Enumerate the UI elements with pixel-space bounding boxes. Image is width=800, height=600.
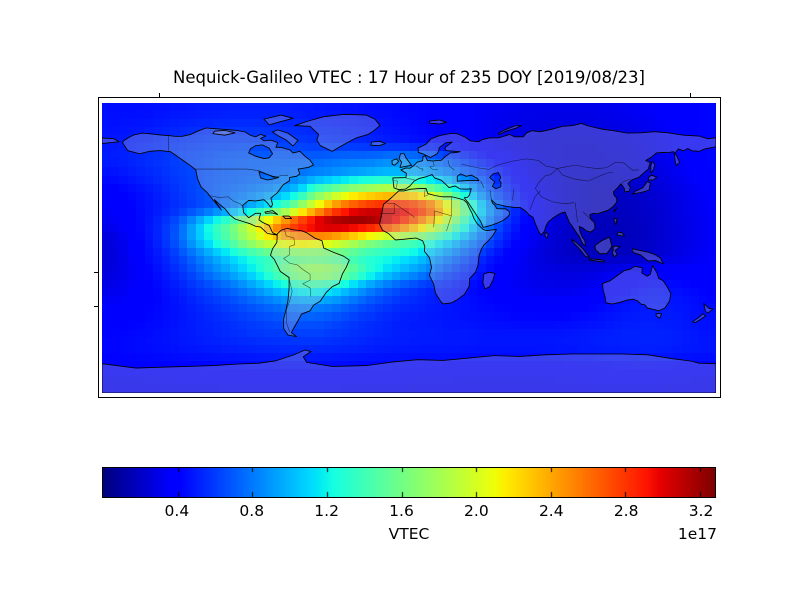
coastline-path <box>614 208 617 212</box>
coastline-path <box>589 259 604 262</box>
coastline-path <box>271 228 350 336</box>
axis-tick <box>690 93 691 97</box>
axis-tick <box>94 272 98 273</box>
coastline-path <box>273 130 299 146</box>
axis-tick <box>159 93 160 97</box>
coastline-path <box>371 141 386 146</box>
country-border-path <box>530 191 540 210</box>
coastline-path <box>392 159 399 165</box>
country-border-path <box>286 277 292 331</box>
coastline-path <box>393 123 716 245</box>
coastline-path <box>213 130 235 135</box>
country-border-path <box>394 181 397 188</box>
coastline-path <box>595 237 612 254</box>
vtec-heatmap-canvas <box>102 103 716 393</box>
colorbar-tick-label: 1.2 <box>314 502 339 520</box>
country-border-path <box>424 188 428 196</box>
colorbar-tick-label: 0.4 <box>164 502 190 520</box>
country-border-path <box>535 169 574 204</box>
country-border-path <box>490 190 491 200</box>
colorbar <box>102 467 716 498</box>
coastline-path <box>572 239 590 257</box>
coastline-path <box>648 175 657 180</box>
colorbar-tick-label: 1.6 <box>389 502 414 520</box>
coastline-path <box>693 314 706 323</box>
coastline-path <box>399 154 411 168</box>
coastline-path <box>632 181 650 194</box>
coastlines-overlay <box>102 103 716 393</box>
coastline-path <box>651 161 655 173</box>
coastline-path <box>704 304 713 313</box>
coastline-path <box>429 120 446 124</box>
country-border-path <box>448 160 454 170</box>
coastline-path <box>102 138 119 144</box>
colorbar-tick-label: 0.8 <box>239 502 265 520</box>
coastline-path <box>295 114 380 151</box>
country-border-path <box>209 196 242 207</box>
coastline-path <box>612 246 620 257</box>
coastline-path <box>283 216 292 218</box>
country-border-path <box>462 159 639 170</box>
country-border-path <box>583 212 592 222</box>
coastline-path <box>265 211 278 215</box>
country-border-path <box>481 181 484 188</box>
colorbar-gradient <box>103 468 715 497</box>
coastline-path <box>603 265 671 310</box>
coastline-path <box>614 218 617 224</box>
coastline-path <box>379 188 496 304</box>
coastline-path <box>122 128 313 235</box>
country-border-path <box>247 169 288 178</box>
country-border-path <box>284 229 311 296</box>
country-border-path <box>447 216 452 231</box>
country-border-path <box>557 169 613 182</box>
colorbar-exponent-label: 1e17 <box>677 525 717 543</box>
colorbar-tick-label: 2.0 <box>464 502 489 520</box>
coastline-path <box>483 272 495 289</box>
country-border-path <box>575 203 577 222</box>
colorbar-tick-label: 3.2 <box>688 502 714 520</box>
country-border-path <box>434 197 452 227</box>
country-border-path <box>406 178 415 179</box>
country-border-path <box>430 161 438 169</box>
coastline-path <box>632 249 663 264</box>
country-border-path <box>621 180 630 184</box>
plot-title: Nequick-Galileo VTEC : 17 Hour of 235 DO… <box>173 68 645 87</box>
country-border-path <box>513 189 514 200</box>
country-border-path <box>416 166 423 171</box>
colorbar-tick-label: 2.4 <box>538 502 564 520</box>
axis-tick <box>94 306 98 307</box>
coastline-path <box>656 314 662 318</box>
coastline-path <box>617 232 624 236</box>
colorbar-axis-label: VTEC <box>388 525 430 543</box>
country-border-path <box>394 203 414 217</box>
country-border-path <box>380 203 394 213</box>
coastline-path <box>264 115 293 125</box>
coastline-path <box>102 350 716 393</box>
coastline-path <box>545 232 548 238</box>
coastline-path <box>499 126 522 135</box>
colorbar-tick-label: 2.8 <box>613 502 639 520</box>
